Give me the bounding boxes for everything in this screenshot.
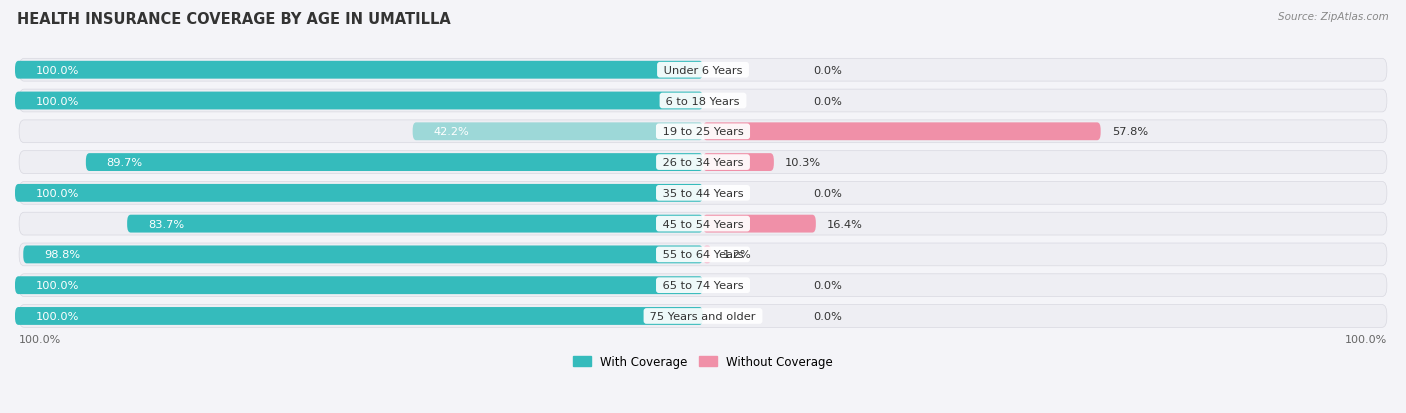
Text: 35 to 44 Years: 35 to 44 Years: [659, 188, 747, 198]
FancyBboxPatch shape: [15, 307, 703, 325]
Text: 42.2%: 42.2%: [433, 127, 470, 137]
FancyBboxPatch shape: [86, 154, 703, 171]
Text: 65 to 74 Years: 65 to 74 Years: [659, 280, 747, 290]
FancyBboxPatch shape: [20, 151, 1386, 174]
Text: 100.0%: 100.0%: [1344, 335, 1386, 344]
Text: 75 Years and older: 75 Years and older: [647, 311, 759, 321]
Text: 57.8%: 57.8%: [1112, 127, 1147, 137]
FancyBboxPatch shape: [20, 182, 1386, 205]
FancyBboxPatch shape: [20, 59, 1386, 82]
Text: 100.0%: 100.0%: [20, 335, 62, 344]
Text: HEALTH INSURANCE COVERAGE BY AGE IN UMATILLA: HEALTH INSURANCE COVERAGE BY AGE IN UMAT…: [17, 12, 450, 27]
Text: 19 to 25 Years: 19 to 25 Years: [659, 127, 747, 137]
FancyBboxPatch shape: [20, 90, 1386, 113]
FancyBboxPatch shape: [20, 121, 1386, 143]
Text: 83.7%: 83.7%: [148, 219, 184, 229]
Text: 26 to 34 Years: 26 to 34 Years: [659, 158, 747, 168]
Text: 16.4%: 16.4%: [827, 219, 863, 229]
FancyBboxPatch shape: [20, 213, 1386, 235]
Text: 100.0%: 100.0%: [35, 280, 79, 290]
Text: 45 to 54 Years: 45 to 54 Years: [659, 219, 747, 229]
Text: 0.0%: 0.0%: [813, 311, 842, 321]
FancyBboxPatch shape: [703, 215, 815, 233]
Text: Source: ZipAtlas.com: Source: ZipAtlas.com: [1278, 12, 1389, 22]
Text: 100.0%: 100.0%: [35, 188, 79, 198]
FancyBboxPatch shape: [703, 154, 773, 171]
Text: 100.0%: 100.0%: [35, 66, 79, 76]
FancyBboxPatch shape: [15, 185, 703, 202]
Text: 0.0%: 0.0%: [813, 96, 842, 106]
FancyBboxPatch shape: [20, 243, 1386, 266]
Text: 100.0%: 100.0%: [35, 96, 79, 106]
FancyBboxPatch shape: [24, 246, 703, 263]
Text: 1.2%: 1.2%: [723, 250, 751, 260]
FancyBboxPatch shape: [15, 62, 703, 79]
Text: 100.0%: 100.0%: [35, 311, 79, 321]
Text: 10.3%: 10.3%: [785, 158, 821, 168]
Text: 0.0%: 0.0%: [813, 188, 842, 198]
FancyBboxPatch shape: [15, 93, 703, 110]
FancyBboxPatch shape: [703, 123, 1101, 141]
FancyBboxPatch shape: [20, 305, 1386, 328]
FancyBboxPatch shape: [413, 123, 703, 141]
Text: 98.8%: 98.8%: [44, 250, 80, 260]
Text: 89.7%: 89.7%: [107, 158, 142, 168]
FancyBboxPatch shape: [127, 215, 703, 233]
Text: Under 6 Years: Under 6 Years: [659, 66, 747, 76]
Legend: With Coverage, Without Coverage: With Coverage, Without Coverage: [572, 355, 834, 368]
FancyBboxPatch shape: [20, 274, 1386, 297]
Text: 55 to 64 Years: 55 to 64 Years: [659, 250, 747, 260]
Text: 0.0%: 0.0%: [813, 66, 842, 76]
FancyBboxPatch shape: [703, 246, 711, 263]
Text: 6 to 18 Years: 6 to 18 Years: [662, 96, 744, 106]
FancyBboxPatch shape: [15, 277, 703, 294]
Text: 0.0%: 0.0%: [813, 280, 842, 290]
